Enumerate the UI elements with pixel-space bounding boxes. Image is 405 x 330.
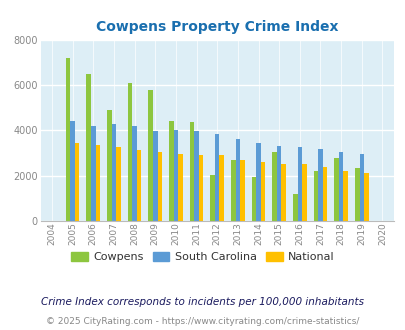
Bar <box>111 123 116 221</box>
Bar <box>66 58 70 221</box>
Bar <box>157 152 162 221</box>
Bar <box>272 152 276 221</box>
Bar <box>239 160 244 221</box>
Bar <box>343 171 347 221</box>
Bar <box>189 122 194 221</box>
Bar <box>322 167 326 221</box>
Bar <box>281 164 285 221</box>
Bar <box>86 74 91 221</box>
Bar <box>107 110 111 221</box>
Bar <box>91 126 95 221</box>
Bar <box>235 139 239 221</box>
Bar <box>70 121 75 221</box>
Bar <box>116 148 120 221</box>
Bar <box>318 148 322 221</box>
Bar <box>292 194 297 221</box>
Bar <box>214 134 219 221</box>
Bar <box>128 83 132 221</box>
Bar <box>136 149 141 221</box>
Bar <box>173 130 178 221</box>
Bar <box>359 154 363 221</box>
Bar <box>132 126 136 221</box>
Bar <box>363 174 368 221</box>
Bar <box>210 175 214 221</box>
Bar <box>198 155 203 221</box>
Bar <box>297 148 301 221</box>
Bar <box>230 160 235 221</box>
Bar <box>95 145 100 221</box>
Bar <box>260 162 265 221</box>
Bar <box>333 158 338 221</box>
Bar <box>153 131 157 221</box>
Bar <box>168 121 173 221</box>
Bar <box>256 143 260 221</box>
Legend: Cowpens, South Carolina, National: Cowpens, South Carolina, National <box>67 248 338 267</box>
Bar <box>178 154 182 221</box>
Bar <box>251 177 256 221</box>
Text: © 2025 CityRating.com - https://www.cityrating.com/crime-statistics/: © 2025 CityRating.com - https://www.city… <box>46 317 359 326</box>
Text: Crime Index corresponds to incidents per 100,000 inhabitants: Crime Index corresponds to incidents per… <box>41 297 364 307</box>
Bar <box>276 146 281 221</box>
Title: Cowpens Property Crime Index: Cowpens Property Crime Index <box>96 20 338 34</box>
Bar <box>338 152 343 221</box>
Bar <box>75 143 79 221</box>
Bar <box>194 131 198 221</box>
Bar <box>313 171 318 221</box>
Bar <box>219 155 224 221</box>
Bar <box>301 164 306 221</box>
Bar <box>354 168 359 221</box>
Bar <box>148 89 153 221</box>
